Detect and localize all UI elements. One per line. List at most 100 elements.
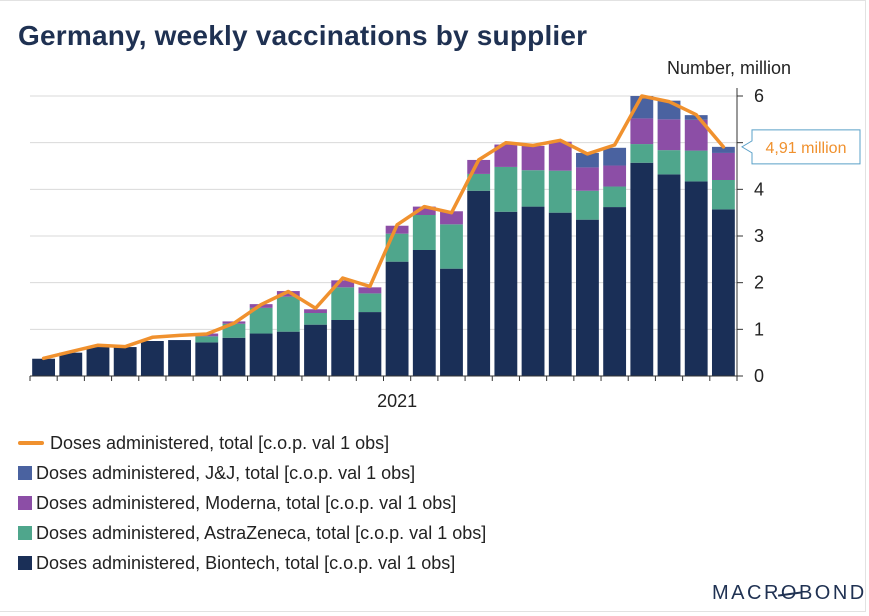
bar-segment-s0-w5 xyxy=(168,340,191,376)
bar-segment-s0-w25 xyxy=(711,209,735,376)
bar-segment-s0-w4 xyxy=(140,341,164,376)
bar-segment-s2-w18 xyxy=(521,145,545,171)
bar-segment-s2-w10 xyxy=(304,309,327,313)
chart-title: Germany, weekly vaccinations by supplier xyxy=(18,20,588,51)
total-line-point xyxy=(694,113,698,117)
total-line-point xyxy=(585,152,589,156)
bar-segment-s1-w24 xyxy=(684,150,708,182)
bar-segment-s0-w0 xyxy=(32,358,56,376)
legend-label: Doses administered, AstraZeneca, total [… xyxy=(36,522,487,543)
bar-segment-s0-w22 xyxy=(630,162,654,376)
total-line-point xyxy=(341,276,345,280)
legend-swatch xyxy=(18,556,32,570)
last-value-callout: 4,91 million xyxy=(741,129,861,165)
bar-segment-s0-w8 xyxy=(249,333,273,376)
total-line-point xyxy=(368,284,372,288)
total-line-point xyxy=(558,138,562,142)
bar-segment-s1-w6 xyxy=(195,336,219,343)
y-tick-label-1: 1 xyxy=(754,319,764,339)
bar-segment-s1-w13 xyxy=(385,233,409,262)
total-line-point xyxy=(422,205,426,209)
bar-segment-s2-w21 xyxy=(603,165,627,187)
bar-segment-s2-w15 xyxy=(440,211,463,225)
bar-segment-s1-w19 xyxy=(548,170,572,213)
bar-segment-s3-w24 xyxy=(684,115,708,120)
total-line-point xyxy=(42,356,46,360)
bar-segment-s2-w19 xyxy=(548,141,572,171)
bar-segment-s1-w12 xyxy=(358,293,382,313)
bar-segment-s0-w19 xyxy=(548,212,572,376)
legend-label: Doses administered, total [c.o.p. val 1 … xyxy=(50,432,390,453)
total-line-point xyxy=(721,145,725,149)
bar-segment-s0-w10 xyxy=(304,324,327,376)
bar-segment-s0-w23 xyxy=(657,174,681,376)
callout-box xyxy=(741,129,861,165)
bar-segment-s3-w25 xyxy=(711,146,735,153)
bar-segment-s3-w20 xyxy=(576,152,599,168)
bar-segment-s2-w14 xyxy=(412,206,436,215)
total-line-point xyxy=(395,223,399,227)
chart-plot: 01234562021 4,91 million xyxy=(29,86,861,411)
callout-value: 4,91 million xyxy=(766,140,847,157)
total-line-point xyxy=(531,143,535,147)
bar-segment-s2-w25 xyxy=(711,152,735,180)
macrobond-logo: MACROBOND xyxy=(712,582,867,604)
bar-segment-s0-w11 xyxy=(331,320,355,376)
total-line-point xyxy=(96,343,100,347)
total-line-point xyxy=(477,158,481,162)
bar-segment-s0-w15 xyxy=(440,268,463,376)
total-line-layer xyxy=(41,94,726,361)
bar-segment-s0-w14 xyxy=(412,250,436,376)
bar-segment-s1-w17 xyxy=(494,166,518,212)
bar-segment-s0-w18 xyxy=(521,206,545,376)
bar-segment-s3-w21 xyxy=(603,147,627,166)
y-tick-label-4: 4 xyxy=(754,179,764,199)
total-line-point xyxy=(232,321,236,325)
bar-segment-s0-w2 xyxy=(86,347,110,376)
y-tick-label-3: 3 xyxy=(754,226,764,246)
bar-segment-s2-w13 xyxy=(385,225,409,234)
total-line-point xyxy=(286,290,290,294)
y-tick-label-0: 0 xyxy=(754,366,764,386)
total-line-point xyxy=(259,303,263,307)
legend-item: Doses administered, J&J, total [c.o.p. v… xyxy=(18,458,486,488)
bar-segment-s0-w17 xyxy=(494,211,518,376)
legend-label: Doses administered, Biontech, total [c.o… xyxy=(36,552,456,573)
y-axis-unit-label: Number, million xyxy=(667,58,792,78)
total-line-point xyxy=(449,211,453,215)
legend-swatch xyxy=(18,526,32,540)
bar-segment-s0-w7 xyxy=(222,337,246,376)
total-line-point xyxy=(504,141,508,145)
legend-label: Doses administered, J&J, total [c.o.p. v… xyxy=(36,462,416,483)
bar-segment-s2-w20 xyxy=(576,167,599,191)
total-doses-line xyxy=(41,94,726,361)
y-tick-label-2: 2 xyxy=(754,273,764,293)
bar-segment-s1-w21 xyxy=(603,186,627,208)
total-line-point xyxy=(178,333,182,337)
bar-segment-s1-w10 xyxy=(304,313,327,325)
total-line-point xyxy=(69,350,73,354)
bar-segment-s0-w1 xyxy=(59,352,83,376)
bar-segment-s2-w23 xyxy=(657,119,681,151)
total-line-point xyxy=(667,100,671,104)
bar-segment-s1-w20 xyxy=(576,190,599,220)
total-line-point xyxy=(123,345,127,349)
bar-segment-s1-w16 xyxy=(467,173,491,191)
legend-item: Doses administered, AstraZeneca, total [… xyxy=(18,518,486,548)
total-line-point xyxy=(205,332,209,336)
legend: Doses administered, total [c.o.p. val 1 … xyxy=(18,428,486,578)
bar-segment-s2-w17 xyxy=(494,144,518,167)
legend-swatch xyxy=(18,496,32,510)
total-line-point xyxy=(613,143,617,147)
bar-segment-s3-w22 xyxy=(630,96,654,119)
legend-item: Doses administered, Biontech, total [c.o… xyxy=(18,548,486,578)
bar-segment-s1-w9 xyxy=(276,296,300,332)
bar-segment-s2-w12 xyxy=(358,287,382,294)
bar-segment-s1-w14 xyxy=(412,215,436,250)
legend-swatch xyxy=(18,441,44,445)
bar-segment-s2-w22 xyxy=(630,118,654,145)
bar-stacks xyxy=(32,96,735,376)
y-tick-label-6: 6 xyxy=(754,86,764,106)
axes: 01234562021 xyxy=(29,86,764,411)
